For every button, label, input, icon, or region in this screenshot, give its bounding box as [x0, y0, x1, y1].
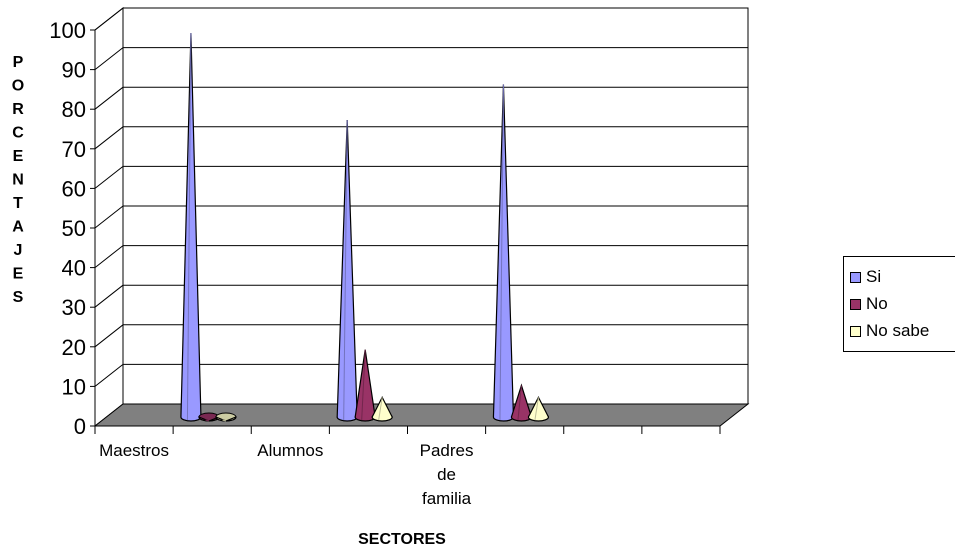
- legend-swatch: [850, 271, 861, 283]
- y-axis-title-letter: R: [12, 101, 24, 118]
- y-tick-label: 100: [49, 18, 86, 43]
- cone-body: [215, 416, 237, 422]
- cone-no-sabe: [215, 412, 237, 422]
- gridline-side: [94, 126, 124, 150]
- legend-label: No: [866, 294, 888, 313]
- cone-shade-line: [517, 385, 522, 421]
- y-axis-title-letter: A: [12, 219, 24, 236]
- y-axis-title-letter: P: [13, 54, 24, 71]
- y-tick-label: 40: [62, 256, 86, 281]
- gridline-side: [94, 205, 124, 229]
- cone-no-sabe: [371, 395, 393, 422]
- gridline-side: [94, 86, 124, 110]
- axes: [90, 29, 721, 434]
- gridline-side: [94, 7, 124, 31]
- y-tick-label: 10: [62, 374, 86, 399]
- cone-shade-line: [378, 397, 383, 421]
- x-axis-title: SECTORES: [358, 531, 446, 548]
- cone-shade-line: [205, 419, 210, 422]
- y-tick-label: 80: [62, 97, 86, 122]
- gridline-side: [94, 166, 124, 189]
- y-tick-label: 30: [62, 295, 86, 320]
- cone-shade-line: [343, 120, 348, 421]
- legend-swatch: [850, 325, 861, 337]
- legend-label: No sabe: [866, 321, 930, 340]
- cone-shade-line: [186, 32, 192, 421]
- legend-item: No: [850, 293, 888, 315]
- y-axis-title-letter: O: [12, 78, 24, 95]
- y-tick-label: 90: [62, 58, 86, 83]
- gridline-side: [94, 284, 124, 308]
- y-tick-label: 20: [62, 335, 86, 360]
- x-category-label: Alumnos: [257, 441, 323, 460]
- legend-item: No sabe: [850, 320, 929, 342]
- gridlines: [94, 7, 748, 387]
- gridline-side: [94, 245, 124, 268]
- cone-body: [371, 395, 393, 422]
- cone-no-sabe: [527, 395, 550, 422]
- legend-swatch: [850, 298, 861, 310]
- legend-label: Si: [866, 267, 882, 286]
- cone-si: [180, 32, 202, 422]
- cone-si: [492, 84, 515, 422]
- x-category-labels: Maestros Alumnos Padres de familia: [99, 441, 473, 508]
- y-tick-label: 0: [74, 414, 86, 439]
- cone-shade-line: [499, 84, 504, 421]
- y-axis-title-letter: J: [14, 242, 23, 259]
- y-tick-label: 70: [62, 137, 86, 162]
- gridline-side: [94, 364, 124, 387]
- y-tick-label: 50: [62, 216, 86, 241]
- y-axis-title-letter: E: [13, 266, 24, 283]
- y-axis-title-letter: S: [13, 289, 24, 306]
- y-axis-title-letter: E: [13, 148, 24, 165]
- x-category-label: Padres de familia: [420, 441, 474, 508]
- gridline-side: [94, 47, 124, 70]
- cone-shade-line: [534, 397, 539, 421]
- cone-shade-line: [361, 349, 366, 421]
- y-axis-title-letter: C: [12, 125, 24, 142]
- gridline-side: [94, 324, 124, 348]
- cones: [180, 32, 550, 422]
- y-tick-label: 60: [62, 176, 86, 201]
- y-axis-title-letter: T: [13, 195, 23, 212]
- legend-item: Si: [850, 266, 881, 288]
- x-category-label: Maestros: [99, 441, 169, 460]
- cone-body: [527, 395, 550, 422]
- cone-shade-line: [222, 419, 227, 422]
- cone-no: [198, 412, 220, 422]
- legend: Si No No sabe: [843, 256, 955, 352]
- y-tick-labels: 0 10 20 30 40 50 60 70 80 90 100: [49, 18, 86, 439]
- y-axis-title-letter: N: [12, 172, 24, 189]
